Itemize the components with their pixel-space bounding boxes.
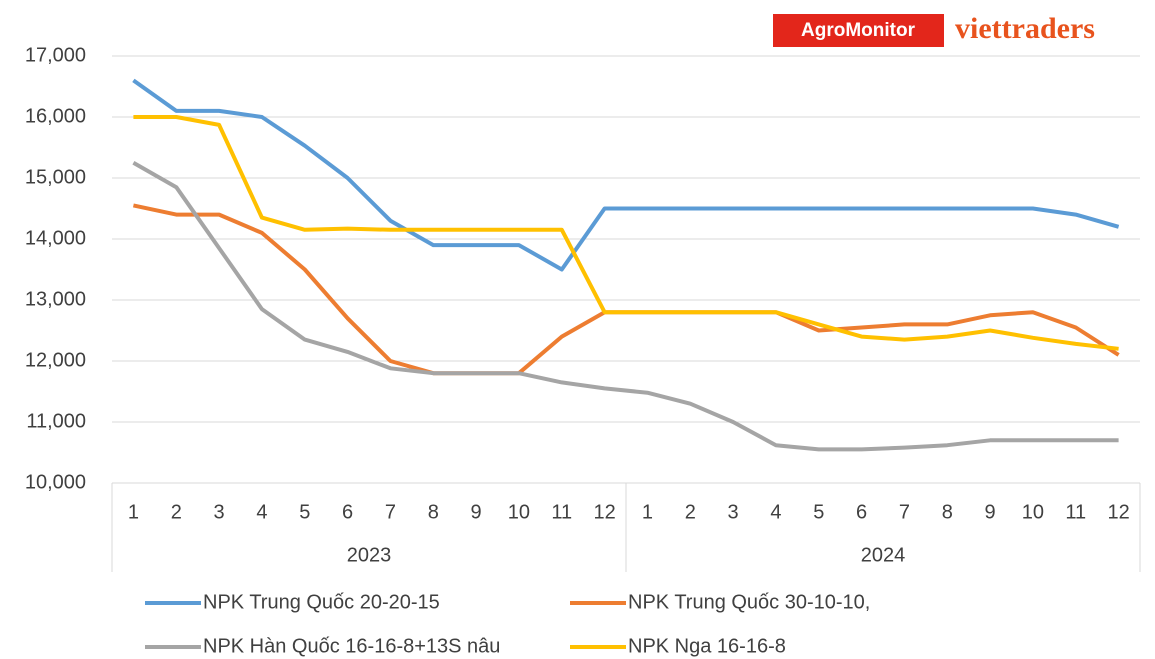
x-tick-label: 1 [128, 501, 139, 523]
x-tick-label: 9 [985, 501, 996, 523]
x-tick-label: 7 [899, 501, 910, 523]
x-group-label: 2023 [347, 544, 392, 566]
legend-label: NPK Trung Quốc 30-10-10, [628, 591, 870, 613]
x-tick-label: 12 [1107, 501, 1129, 523]
x-tick-label: 8 [428, 501, 439, 523]
x-tick-label: 1 [642, 501, 653, 523]
legend-label: NPK Nga 16-16-8 [628, 635, 786, 657]
x-tick-label: 2 [171, 501, 182, 523]
logo-agromonitor: AgroMonitor [801, 20, 916, 41]
x-tick-label: 12 [593, 501, 615, 523]
series-line [133, 115, 1119, 351]
y-tick-label: 16,000 [25, 105, 86, 127]
x-tick-label: 11 [551, 501, 572, 523]
x-tick-label: 10 [508, 501, 530, 523]
x-tick-label: 10 [1022, 501, 1044, 523]
legend-label: NPK Trung Quốc 20-20-15 [203, 591, 440, 613]
series-line [132, 161, 1119, 452]
x-tick-label: 3 [214, 501, 225, 523]
series-line [132, 203, 1120, 376]
x-tick-label: 4 [770, 501, 781, 523]
x-tick-label: 6 [856, 501, 867, 523]
x-tick-label: 3 [728, 501, 739, 523]
y-tick-label: 12,000 [25, 349, 86, 371]
legend-label: NPK Hàn Quốc 16-16-8+13S nâu [203, 635, 500, 657]
series-line [132, 78, 1120, 272]
x-group-label: 2024 [861, 544, 906, 566]
x-tick-label: 2 [685, 501, 696, 523]
x-tick-label: 9 [471, 501, 482, 523]
y-tick-label: 14,000 [25, 227, 86, 249]
x-tick-label: 6 [342, 501, 353, 523]
x-tick-label: 4 [256, 501, 267, 523]
y-tick-label: 13,000 [25, 288, 86, 310]
x-tick-label: 5 [299, 501, 310, 523]
y-tick-label: 11,000 [26, 410, 86, 432]
x-tick-label: 11 [1065, 501, 1086, 523]
y-tick-label: 10,000 [25, 471, 86, 493]
y-tick-label: 15,000 [25, 166, 86, 188]
x-tick-label: 7 [385, 501, 396, 523]
logo-viettraders: viettraders [955, 12, 1095, 45]
x-tick-label: 8 [942, 501, 953, 523]
logo-box [773, 14, 944, 47]
y-tick-label: 17,000 [25, 44, 86, 66]
x-tick-label: 5 [813, 501, 824, 523]
